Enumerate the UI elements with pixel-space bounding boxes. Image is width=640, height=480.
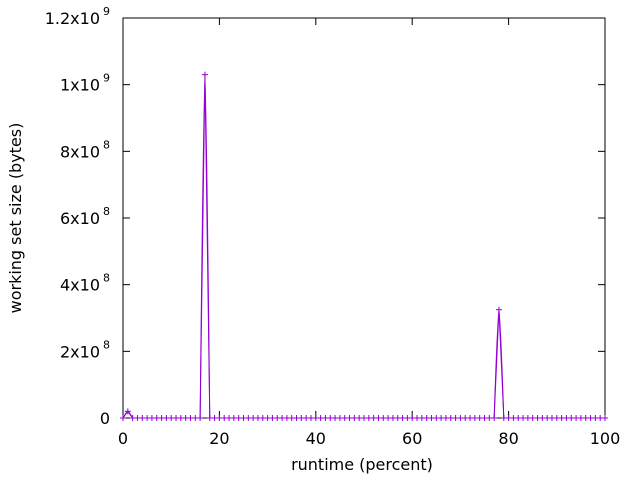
y-tick-label: 2x10 8 — [60, 338, 110, 361]
y-tick-label-base: 1.2x10 — [45, 9, 100, 28]
x-tick-label: 0 — [118, 429, 128, 448]
y-tick-label: 1x10 9 — [60, 72, 110, 95]
y-tick-label: 8x10 8 — [60, 138, 110, 161]
y-tick-label-base: 8x10 — [60, 142, 100, 161]
x-tick-label: 60 — [402, 429, 422, 448]
data-point — [495, 306, 502, 313]
data-point — [124, 408, 131, 415]
series-peak-curve — [199, 74, 211, 419]
x-tick-label: 40 — [306, 429, 326, 448]
data-points — [120, 71, 608, 421]
data-point — [197, 415, 204, 421]
y-tick-label: 4x10 8 — [60, 272, 110, 295]
y-tick-label-base: 0 — [100, 409, 110, 428]
plot-frame — [122, 17, 606, 419]
x-axis-label: runtime (percent) — [291, 455, 433, 474]
y-tick-label-exponent: 8 — [103, 138, 110, 151]
y-tick-label: 0 — [100, 409, 110, 428]
data-point — [120, 415, 126, 421]
x-tick-label: 80 — [498, 429, 518, 448]
x-tick-label: 100 — [590, 429, 621, 448]
y-tick-label-base: 4x10 — [60, 276, 100, 295]
y-tick-label-exponent: 8 — [103, 205, 110, 218]
axis-ticks — [122, 17, 606, 419]
data-point — [602, 415, 608, 421]
data-point — [201, 71, 208, 78]
y-tick-label-base: 1x10 — [60, 76, 100, 95]
y-tick-label-base: 6x10 — [60, 209, 100, 228]
y-tick-label: 1.2x10 9 — [45, 5, 110, 28]
y-tick-label-exponent: 9 — [103, 5, 110, 18]
y-tick-label: 6x10 8 — [60, 205, 110, 228]
series-line — [122, 74, 605, 419]
data-point — [491, 415, 498, 421]
x-tick-label: 20 — [209, 429, 229, 448]
y-tick-label-base: 2x10 — [60, 342, 100, 361]
y-tick-label-exponent: 8 — [103, 338, 110, 351]
series-peak-curve — [493, 309, 505, 419]
data-series — [122, 74, 605, 419]
y-axis-label: working set size (bytes) — [6, 123, 25, 314]
y-tick-label-exponent: 8 — [103, 272, 110, 285]
y-tick-label-exponent: 9 — [103, 72, 110, 85]
